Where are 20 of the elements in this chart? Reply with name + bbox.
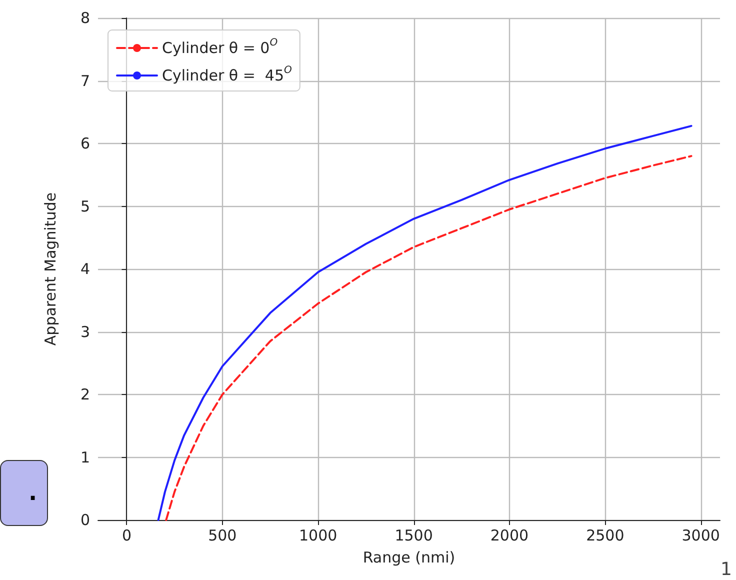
x-tick-label: 0 bbox=[122, 526, 132, 544]
x-tick-label: 3000 bbox=[682, 526, 720, 544]
y-tick-label: 2 bbox=[80, 386, 90, 404]
x-tick-label: 2500 bbox=[586, 526, 624, 544]
text: 1 bbox=[720, 559, 732, 580]
y-tick-label: 0 bbox=[80, 511, 90, 529]
x-tick-label: 1500 bbox=[394, 526, 433, 544]
y-tick-label: 6 bbox=[80, 134, 90, 152]
y-tick-label: 5 bbox=[80, 197, 90, 216]
y-tick-label: 3 bbox=[80, 322, 90, 341]
x-tick-label: 1000 bbox=[299, 526, 338, 544]
y-tick-label: 7 bbox=[80, 72, 90, 90]
y-axis-title: Apparent Magnitude bbox=[42, 192, 60, 346]
x-tick-label: 500 bbox=[208, 526, 237, 544]
y-tick-label: 8 bbox=[80, 9, 90, 27]
y-tick-label: 4 bbox=[80, 260, 90, 278]
x-tick-label: 2000 bbox=[490, 526, 529, 544]
x-axis-title: Range (nmi) bbox=[362, 548, 456, 566]
y-tick-label: 1 bbox=[80, 448, 90, 466]
text-box: . bbox=[0, 460, 48, 526]
